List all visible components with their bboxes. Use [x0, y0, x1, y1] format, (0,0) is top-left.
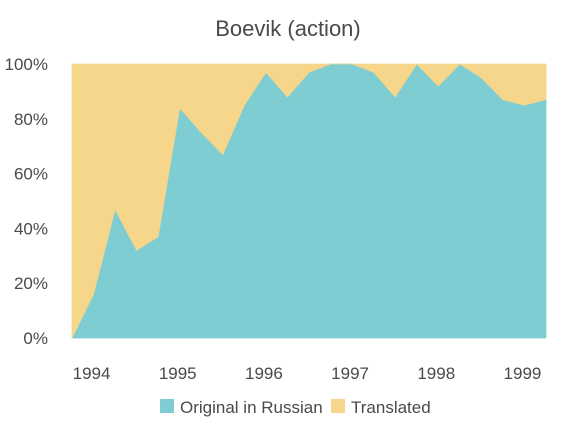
chart-title: Boevik (action) [215, 16, 361, 41]
x-tick-label: 1995 [159, 364, 197, 383]
x-tick-label: 1994 [73, 364, 111, 383]
y-tick-label: 0% [23, 329, 48, 348]
x-axis-ticks: 1994 1995 1996 1997 1998 1999 [73, 364, 542, 383]
y-tick-label: 80% [14, 110, 48, 129]
legend-swatch-translated [331, 399, 345, 413]
legend: Original in Russian Translated [160, 398, 431, 417]
plot-areas [71, 63, 547, 339]
y-tick-label: 100% [5, 55, 48, 74]
legend-label-original: Original in Russian [180, 398, 323, 417]
y-tick-label: 20% [14, 274, 48, 293]
legend-swatch-original [160, 399, 174, 413]
legend-label-translated: Translated [351, 398, 431, 417]
area-series-translated [71, 63, 547, 339]
y-axis-ticks: 0% 20% 40% 60% 80% 100% [5, 55, 48, 348]
x-tick-label: 1996 [245, 364, 283, 383]
x-tick-label: 1997 [331, 364, 369, 383]
y-tick-label: 40% [14, 219, 48, 238]
y-tick-label: 60% [14, 165, 48, 184]
x-tick-label: 1999 [504, 364, 542, 383]
x-tick-label: 1998 [417, 364, 455, 383]
